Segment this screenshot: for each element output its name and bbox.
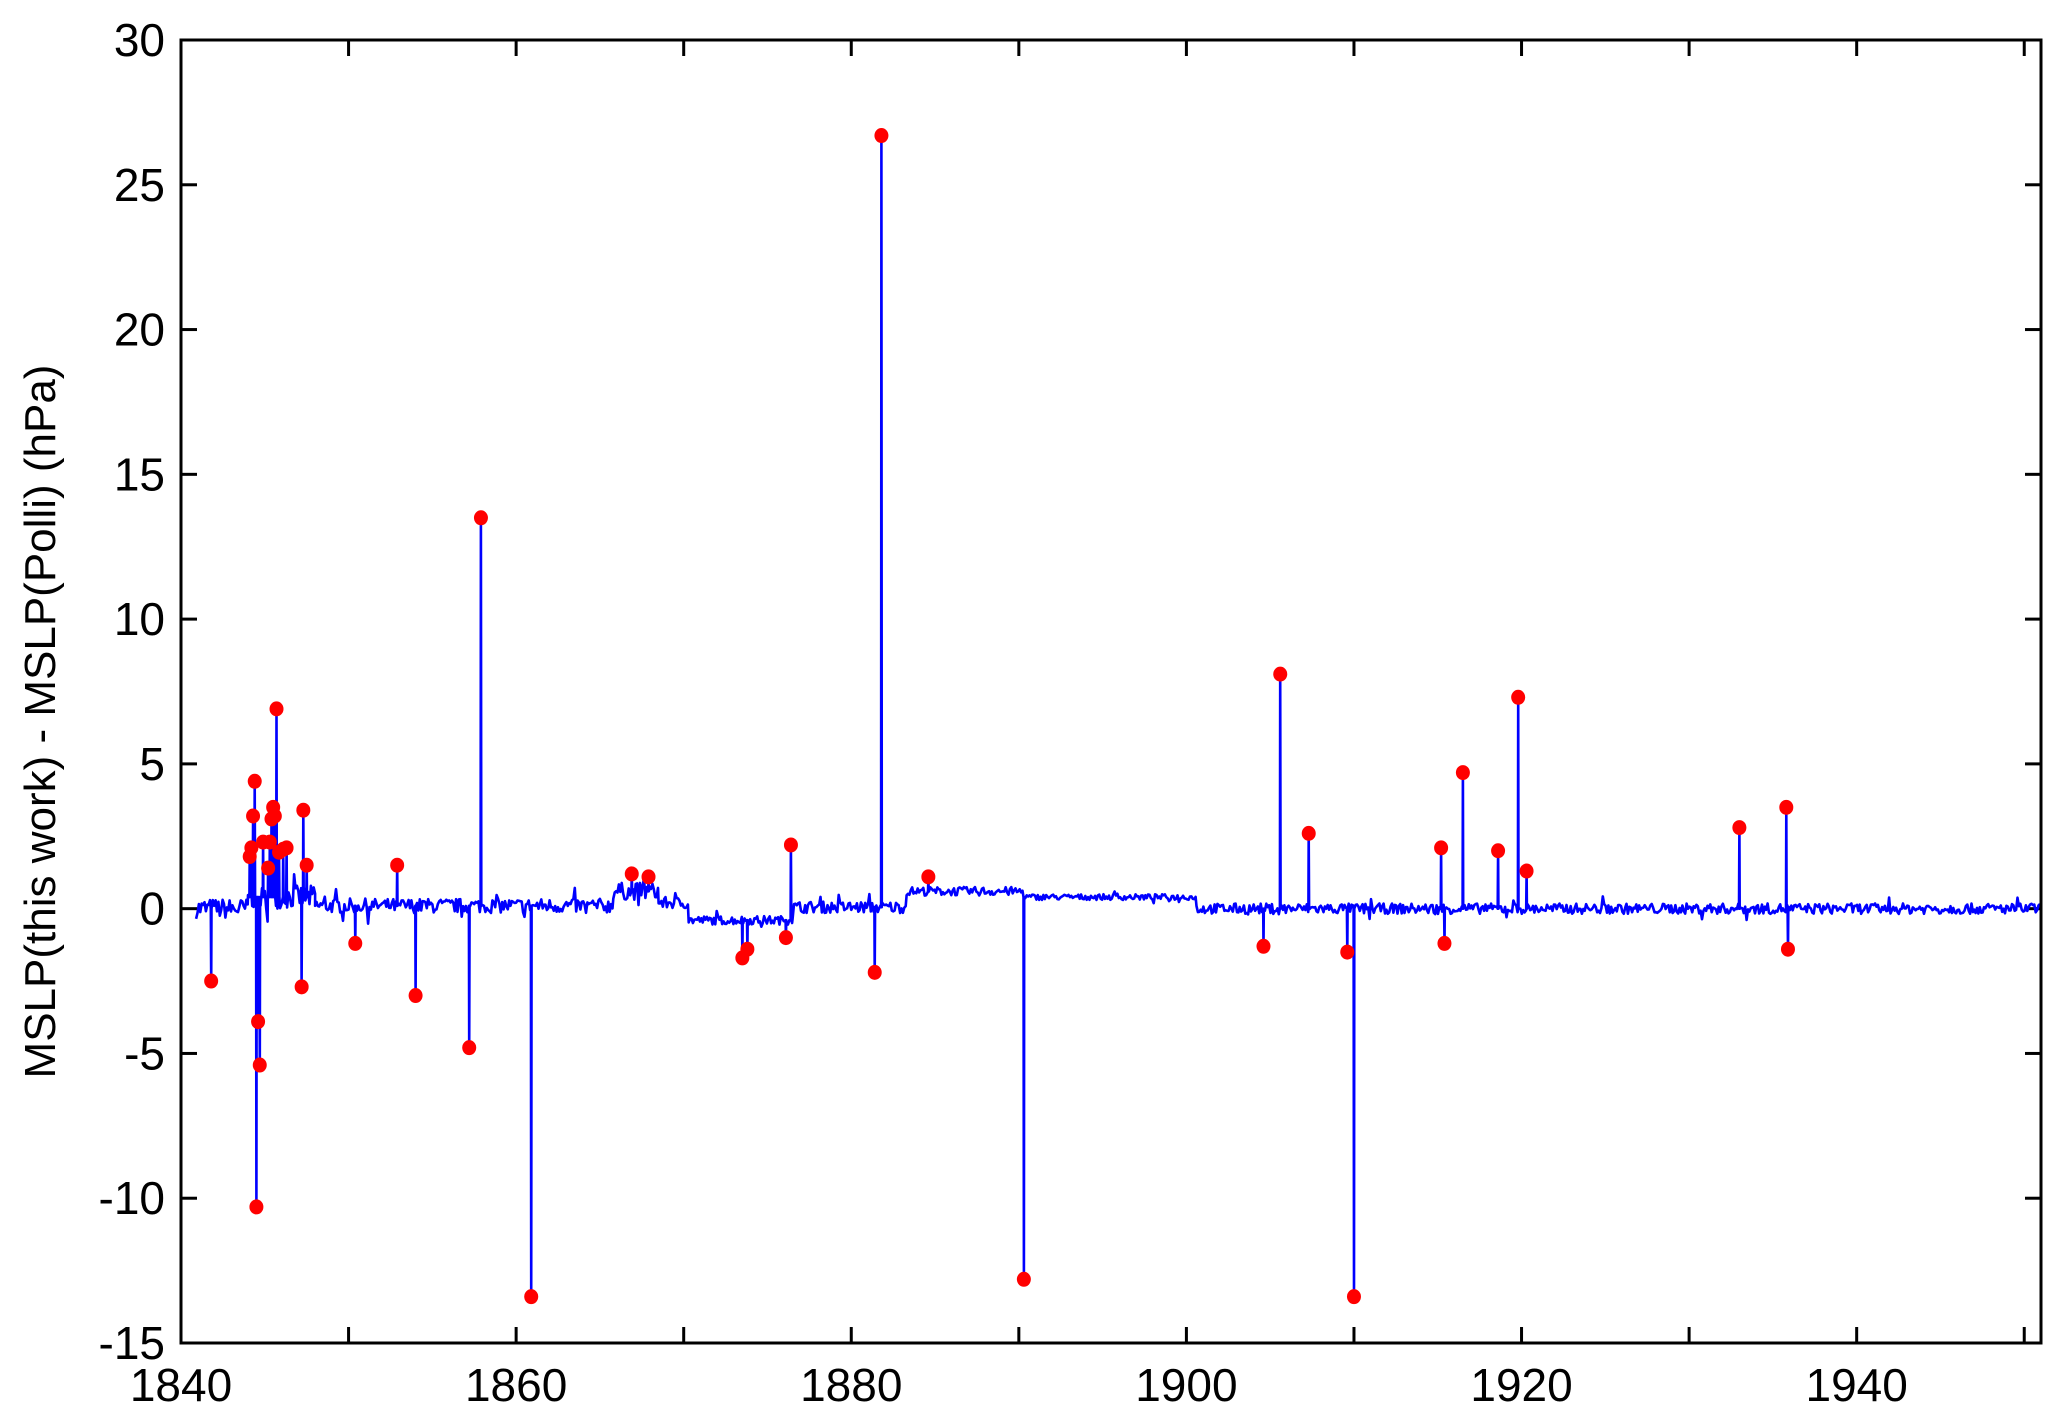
flagged-point bbox=[624, 866, 639, 882]
flagged-point bbox=[1434, 840, 1449, 856]
flagged-point bbox=[874, 128, 889, 144]
flagged-point bbox=[251, 1014, 266, 1030]
flagged-point bbox=[783, 837, 798, 853]
flagged-point bbox=[299, 857, 314, 873]
y-tick-label: 15 bbox=[114, 448, 165, 500]
x-tick-labels: 1840 1860 1880 1900 1920 1940 bbox=[130, 1359, 1908, 1411]
flagged-points bbox=[204, 128, 1795, 1305]
flagged-point bbox=[1016, 1271, 1031, 1287]
flagged-point bbox=[204, 973, 219, 989]
flagged-point bbox=[1301, 825, 1316, 841]
flagged-point bbox=[252, 1057, 267, 1073]
y-tick-label: 5 bbox=[139, 738, 165, 790]
flagged-point bbox=[267, 808, 282, 824]
flagged-point bbox=[244, 840, 259, 856]
flagged-point bbox=[462, 1040, 477, 1056]
flagged-point bbox=[1437, 935, 1452, 951]
flagged-point bbox=[641, 869, 656, 885]
flagged-point bbox=[1455, 765, 1470, 781]
flagged-point bbox=[1491, 843, 1506, 859]
x-tick-label: 1860 bbox=[465, 1359, 567, 1411]
flagged-point bbox=[473, 510, 488, 526]
y-tick-label: -10 bbox=[99, 1172, 165, 1224]
flagged-point bbox=[1780, 941, 1795, 957]
flagged-point bbox=[249, 1199, 264, 1215]
x-tick-label: 1880 bbox=[800, 1359, 902, 1411]
flagged-point bbox=[1511, 689, 1526, 705]
flagged-point bbox=[1732, 820, 1747, 836]
flagged-point bbox=[269, 701, 284, 717]
flagged-point bbox=[261, 860, 276, 876]
flagged-point bbox=[296, 802, 311, 818]
flagged-point bbox=[524, 1289, 539, 1305]
x-tick-label: 1920 bbox=[1470, 1359, 1572, 1411]
flagged-point bbox=[1779, 799, 1794, 815]
flagged-point bbox=[246, 808, 261, 824]
flagged-point bbox=[740, 941, 755, 957]
difference-series-line bbox=[194, 134, 2041, 1298]
y-tick-label: 0 bbox=[139, 883, 165, 935]
axis-ticks bbox=[179, 38, 2041, 1345]
y-tick-label: 10 bbox=[114, 593, 165, 645]
flagged-point bbox=[408, 988, 423, 1004]
y-tick-label: 20 bbox=[114, 304, 165, 356]
x-tick-label: 1940 bbox=[1806, 1359, 1908, 1411]
y-tick-labels: -15 -10 -5 0 5 10 15 20 25 30 bbox=[99, 14, 165, 1369]
flagged-point bbox=[294, 979, 309, 995]
y-axis-title: MSLP(this work) - MSLP(Polli) (hPa) bbox=[16, 365, 65, 1079]
y-tick-label: 30 bbox=[114, 14, 165, 66]
y-tick-label: -15 bbox=[99, 1317, 165, 1369]
x-tick-label: 1840 bbox=[130, 1359, 232, 1411]
flagged-point bbox=[279, 840, 294, 856]
flagged-point bbox=[1346, 1289, 1361, 1305]
plot-frame bbox=[179, 38, 2043, 1345]
flagged-point bbox=[1256, 938, 1271, 954]
flagged-point bbox=[390, 857, 405, 873]
y-tick-label: -5 bbox=[124, 1027, 165, 1079]
y-tick-label: 25 bbox=[114, 159, 165, 211]
flagged-point bbox=[921, 869, 936, 885]
flagged-point bbox=[1273, 666, 1288, 682]
flagged-point bbox=[247, 773, 262, 789]
flagged-point bbox=[348, 935, 363, 951]
x-tick-label: 1900 bbox=[1135, 1359, 1237, 1411]
flagged-point bbox=[1519, 863, 1534, 879]
flagged-point bbox=[262, 834, 277, 850]
flagged-point bbox=[1340, 944, 1355, 960]
flagged-point bbox=[867, 964, 882, 980]
flagged-point bbox=[778, 930, 793, 946]
